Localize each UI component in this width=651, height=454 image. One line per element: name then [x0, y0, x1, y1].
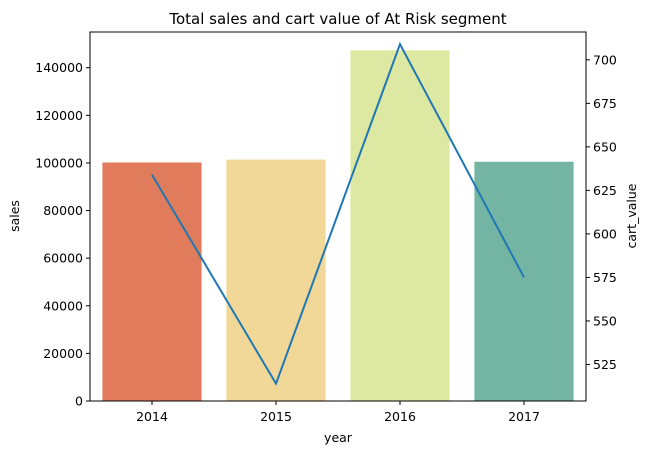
y2-tick-label: 675	[593, 96, 617, 111]
axes-layer: 0 20000 40000 60000 80000 100000 120000 140000 5…	[35, 31, 617, 424]
x-tick-label: 2014	[136, 409, 168, 424]
y-tick-label: 20000	[43, 346, 83, 361]
y2-axis-label: cart_value	[624, 183, 639, 248]
y2-tick-label: 525	[593, 357, 617, 372]
y2-tick-label: 625	[593, 183, 617, 198]
y-tick-label: 80000	[43, 203, 83, 218]
y2-tick-label: 650	[593, 139, 617, 154]
y-tick-label: 0	[75, 394, 83, 409]
y2-tick-label: 550	[593, 313, 617, 328]
chart-title: Total sales and cart value of At Risk se…	[168, 10, 506, 28]
x-tick-label: 2015	[260, 409, 292, 424]
y-tick-label: 100000	[35, 155, 83, 170]
y-tick-label: 60000	[43, 251, 83, 266]
y2-tick-label: 700	[593, 52, 617, 67]
x-axis-label: year	[324, 430, 353, 445]
bars-layer	[102, 50, 574, 402]
cart-value-line	[151, 41, 525, 386]
plot-frame	[89, 31, 587, 402]
bar-2015	[226, 159, 326, 401]
y-tick-label: 140000	[35, 60, 83, 75]
bar-2016	[350, 50, 450, 402]
line-layer	[151, 41, 525, 386]
x-tick-label: 2016	[384, 409, 416, 424]
x-tick-label: 2017	[508, 409, 540, 424]
y-tick-label: 120000	[35, 108, 83, 123]
y2-tick-label: 600	[593, 226, 617, 241]
y-axis-label: sales	[7, 200, 22, 232]
bar-2014	[102, 162, 202, 401]
y-tick-label: 40000	[43, 298, 83, 313]
bar-2017	[474, 161, 574, 401]
y2-tick-label: 575	[593, 270, 617, 285]
